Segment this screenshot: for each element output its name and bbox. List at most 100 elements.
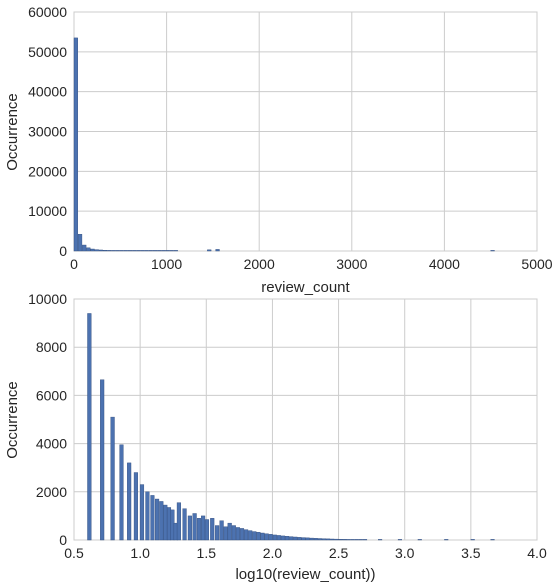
histogram-bar <box>123 250 128 252</box>
y-axis-label: Occurrence <box>4 93 21 171</box>
histogram-bar <box>86 247 91 252</box>
y-tick-label: 50000 <box>28 44 67 60</box>
y-tick-label: 10000 <box>28 203 67 219</box>
y-tick-label: 0 <box>59 532 67 548</box>
histogram-bar <box>313 538 318 541</box>
x-tick-label: 2000 <box>244 256 275 272</box>
y-tick-label: 30000 <box>28 124 67 140</box>
histogram-bar <box>87 313 92 541</box>
histogram-bar <box>119 444 124 541</box>
histogram-bar <box>98 249 103 252</box>
histogram-bar <box>157 250 162 252</box>
y-tick-label: 0 <box>59 243 67 259</box>
histogram-bar <box>338 539 343 541</box>
x-tick-label: 3.0 <box>395 545 415 561</box>
histogram-bar <box>350 539 355 541</box>
y-tick-label: 10000 <box>28 291 67 307</box>
histogram-bar <box>192 513 197 541</box>
histogram-bar <box>73 37 78 252</box>
histogram-bar <box>77 234 83 252</box>
histogram-bar <box>133 472 138 541</box>
histogram-bar <box>444 539 449 541</box>
histogram-bar <box>334 538 339 541</box>
histogram-bar <box>317 538 322 541</box>
histogram-bar <box>140 250 145 252</box>
histogram-bar <box>107 250 112 252</box>
histogram-bar <box>256 532 261 541</box>
x-tick-label: 4000 <box>429 256 460 272</box>
histogram-bar <box>165 250 170 252</box>
histogram-bar <box>227 522 232 541</box>
histogram-bar <box>470 539 475 541</box>
histogram-bar <box>293 536 298 541</box>
x-axis-label: log10(review_count)) <box>235 566 375 583</box>
histogram-bar <box>166 507 172 541</box>
y-axis-label: Occurrence <box>4 381 21 459</box>
histogram-bar <box>119 250 124 252</box>
histogram-bar <box>163 504 168 541</box>
histogram-bar <box>111 250 116 252</box>
histogram-bar <box>94 249 99 252</box>
histogram-bar <box>235 527 240 541</box>
histogram-bar <box>100 379 105 541</box>
histogram-bar <box>354 539 359 541</box>
histogram-bar <box>321 538 327 541</box>
x-tick-label: 4.0 <box>527 545 547 561</box>
histogram-bar <box>155 498 160 541</box>
histogram-bar <box>490 539 495 541</box>
histogram-bar <box>176 502 181 541</box>
histogram-bar <box>280 535 286 541</box>
histogram-bar <box>417 539 422 541</box>
y-tick-label: 2000 <box>36 484 67 500</box>
histogram-bar <box>276 535 281 541</box>
histogram-review-count: 0 1000 2000 3000 4000 50000100002000030000400… <box>4 4 553 296</box>
histogram-bar <box>204 519 209 541</box>
histogram-bar <box>346 539 351 541</box>
y-tick-label: 4000 <box>36 436 67 452</box>
histogram-bar <box>378 539 383 541</box>
histogram-bar <box>215 525 220 541</box>
histogram-bar <box>264 533 269 541</box>
histogram-bar <box>182 508 187 541</box>
histogram-bar <box>90 248 95 252</box>
histogram-bar <box>210 518 215 541</box>
histogram-bar <box>252 531 257 541</box>
histogram-bar <box>362 539 368 541</box>
histogram-bar <box>301 537 306 541</box>
histogram-bar <box>326 538 331 541</box>
histogram-bar <box>285 536 290 541</box>
histogram-bar <box>159 501 164 541</box>
x-tick-label: 3000 <box>336 256 367 272</box>
histogram-bar <box>169 250 174 252</box>
histogram-bar <box>244 529 249 541</box>
histogram-bar <box>136 250 141 252</box>
x-tick-label: 0 <box>70 256 78 272</box>
histogram-bar <box>490 250 495 252</box>
histogram-bar <box>196 518 202 541</box>
histogram-bar <box>102 250 108 252</box>
histogram-bar <box>239 528 245 541</box>
y-tick-label: 8000 <box>36 339 67 355</box>
y-tick-label: 20000 <box>28 163 67 179</box>
x-tick-label: 5000 <box>521 256 552 272</box>
histogram-log10-review-count: 0.5 1.0 1.5 2.0 2.5 3.0 3.5 4.0 0 2000 4000 6000 800… <box>4 291 547 583</box>
histogram-bar <box>358 539 363 541</box>
histogram-bar <box>82 244 87 252</box>
histogram-bar <box>223 526 228 541</box>
histogram-bar <box>187 515 192 541</box>
histogram-bar <box>161 250 166 252</box>
x-tick-label: 1.5 <box>197 545 217 561</box>
histogram-bar <box>330 538 335 541</box>
histogram-bar <box>260 532 265 541</box>
x-tick-label: 2.5 <box>329 545 349 561</box>
y-tick-label: 6000 <box>36 387 67 403</box>
histogram-bar <box>127 462 132 541</box>
histogram-bar <box>207 249 212 252</box>
histogram-bar <box>127 250 133 252</box>
x-axis-label: review_count <box>261 279 350 296</box>
histogram-bar <box>305 537 310 541</box>
histogram-bar <box>115 250 120 252</box>
x-tick-label: 0.5 <box>64 545 84 561</box>
histogram-bar <box>173 250 178 252</box>
histogram-bar <box>297 537 302 541</box>
